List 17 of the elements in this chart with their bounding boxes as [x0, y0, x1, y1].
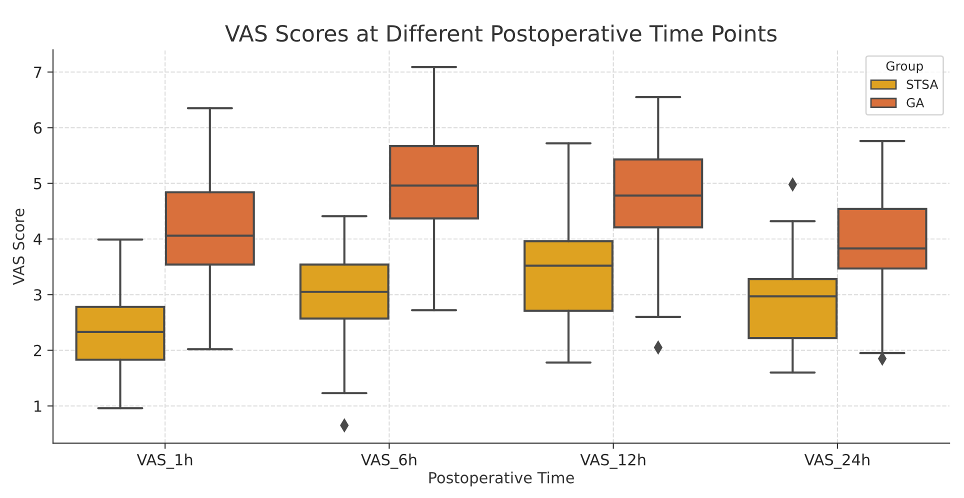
legend-label: GA [906, 98, 924, 108]
x-tick-label: VAS_6h [361, 454, 416, 469]
x-axis-title: Postoperative Time [429, 472, 574, 486]
y-tick-label: 1 [34, 400, 42, 412]
y-tick-label: 7 [34, 66, 42, 78]
x-tick-label: VAS_24h [804, 454, 870, 469]
y-tick-label: 6 [34, 122, 42, 134]
y-tick-label: 2 [34, 344, 42, 356]
y-tick-label: 4 [34, 234, 42, 245]
legend-title: Group [886, 61, 923, 74]
x-tick-label: VAS_12h [580, 454, 646, 469]
y-axis-title: VAS Score [12, 208, 24, 286]
y-tick-label: 5 [34, 178, 42, 190]
x-tick-label: VAS_1h [136, 454, 192, 469]
legend-label: STSA [906, 80, 938, 90]
chart-title: VAS Scores at Different Postoperative Time Points [225, 24, 777, 46]
y-tick-label: 3 [34, 289, 42, 301]
